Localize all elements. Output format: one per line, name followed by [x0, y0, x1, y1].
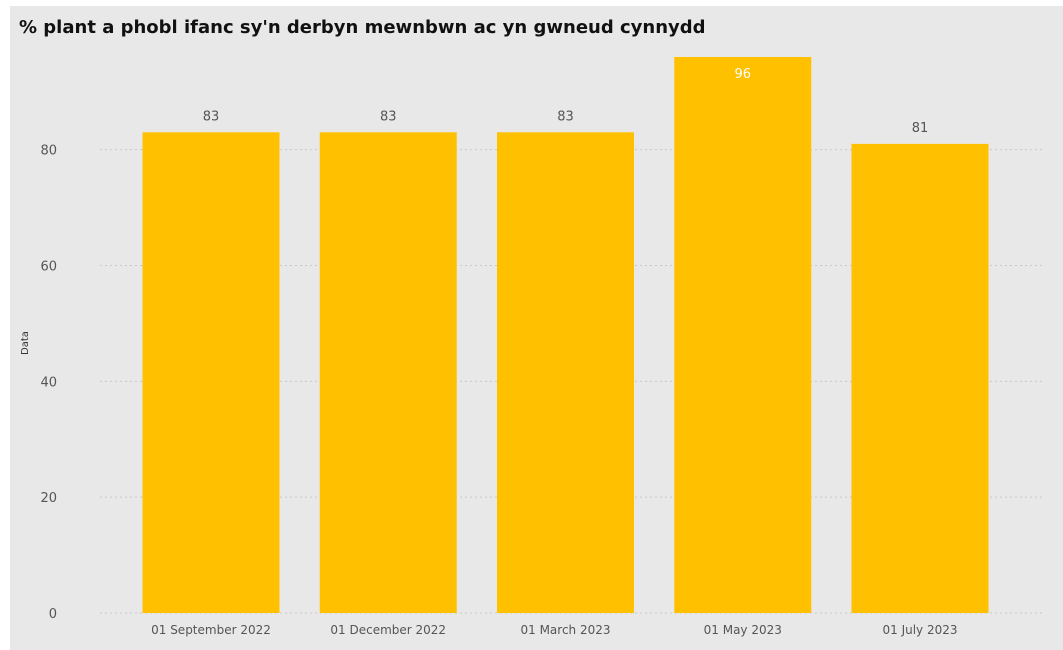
bar[interactable] [497, 132, 634, 613]
bar[interactable] [319, 132, 457, 613]
x-tick-label: 01 March 2023 [520, 623, 610, 637]
x-tick-label: 01 May 2023 [704, 623, 782, 637]
y-tick-label: 40 [40, 375, 57, 390]
x-tick-label: 01 December 2022 [330, 623, 446, 637]
y-tick-label: 80 [40, 144, 57, 159]
y-tick-label: 60 [40, 260, 57, 275]
x-axis: 01 September 2022 01 December 2022 01 Marc… [151, 623, 957, 637]
bar[interactable] [142, 132, 280, 613]
data-labels: 83 83 83 96 81 [203, 67, 929, 136]
y-tick-label: 0 [49, 607, 57, 622]
y-tick-label: 20 [40, 491, 57, 506]
bars [142, 57, 989, 613]
y-axis-title: Data [20, 331, 31, 355]
x-tick-label: 01 July 2023 [882, 623, 957, 637]
data-label: 96 [734, 67, 751, 82]
data-label: 83 [380, 109, 397, 124]
data-label: 83 [557, 109, 574, 124]
bar[interactable] [851, 143, 989, 613]
data-label: 83 [203, 109, 220, 124]
bar[interactable] [674, 57, 812, 613]
y-axis: 0 20 40 60 80 [40, 144, 57, 622]
chart-title: % plant a phobl ifanc sy'n derbyn mewnbw… [19, 17, 706, 38]
data-label: 81 [912, 121, 929, 136]
x-tick-label: 01 September 2022 [151, 623, 271, 637]
